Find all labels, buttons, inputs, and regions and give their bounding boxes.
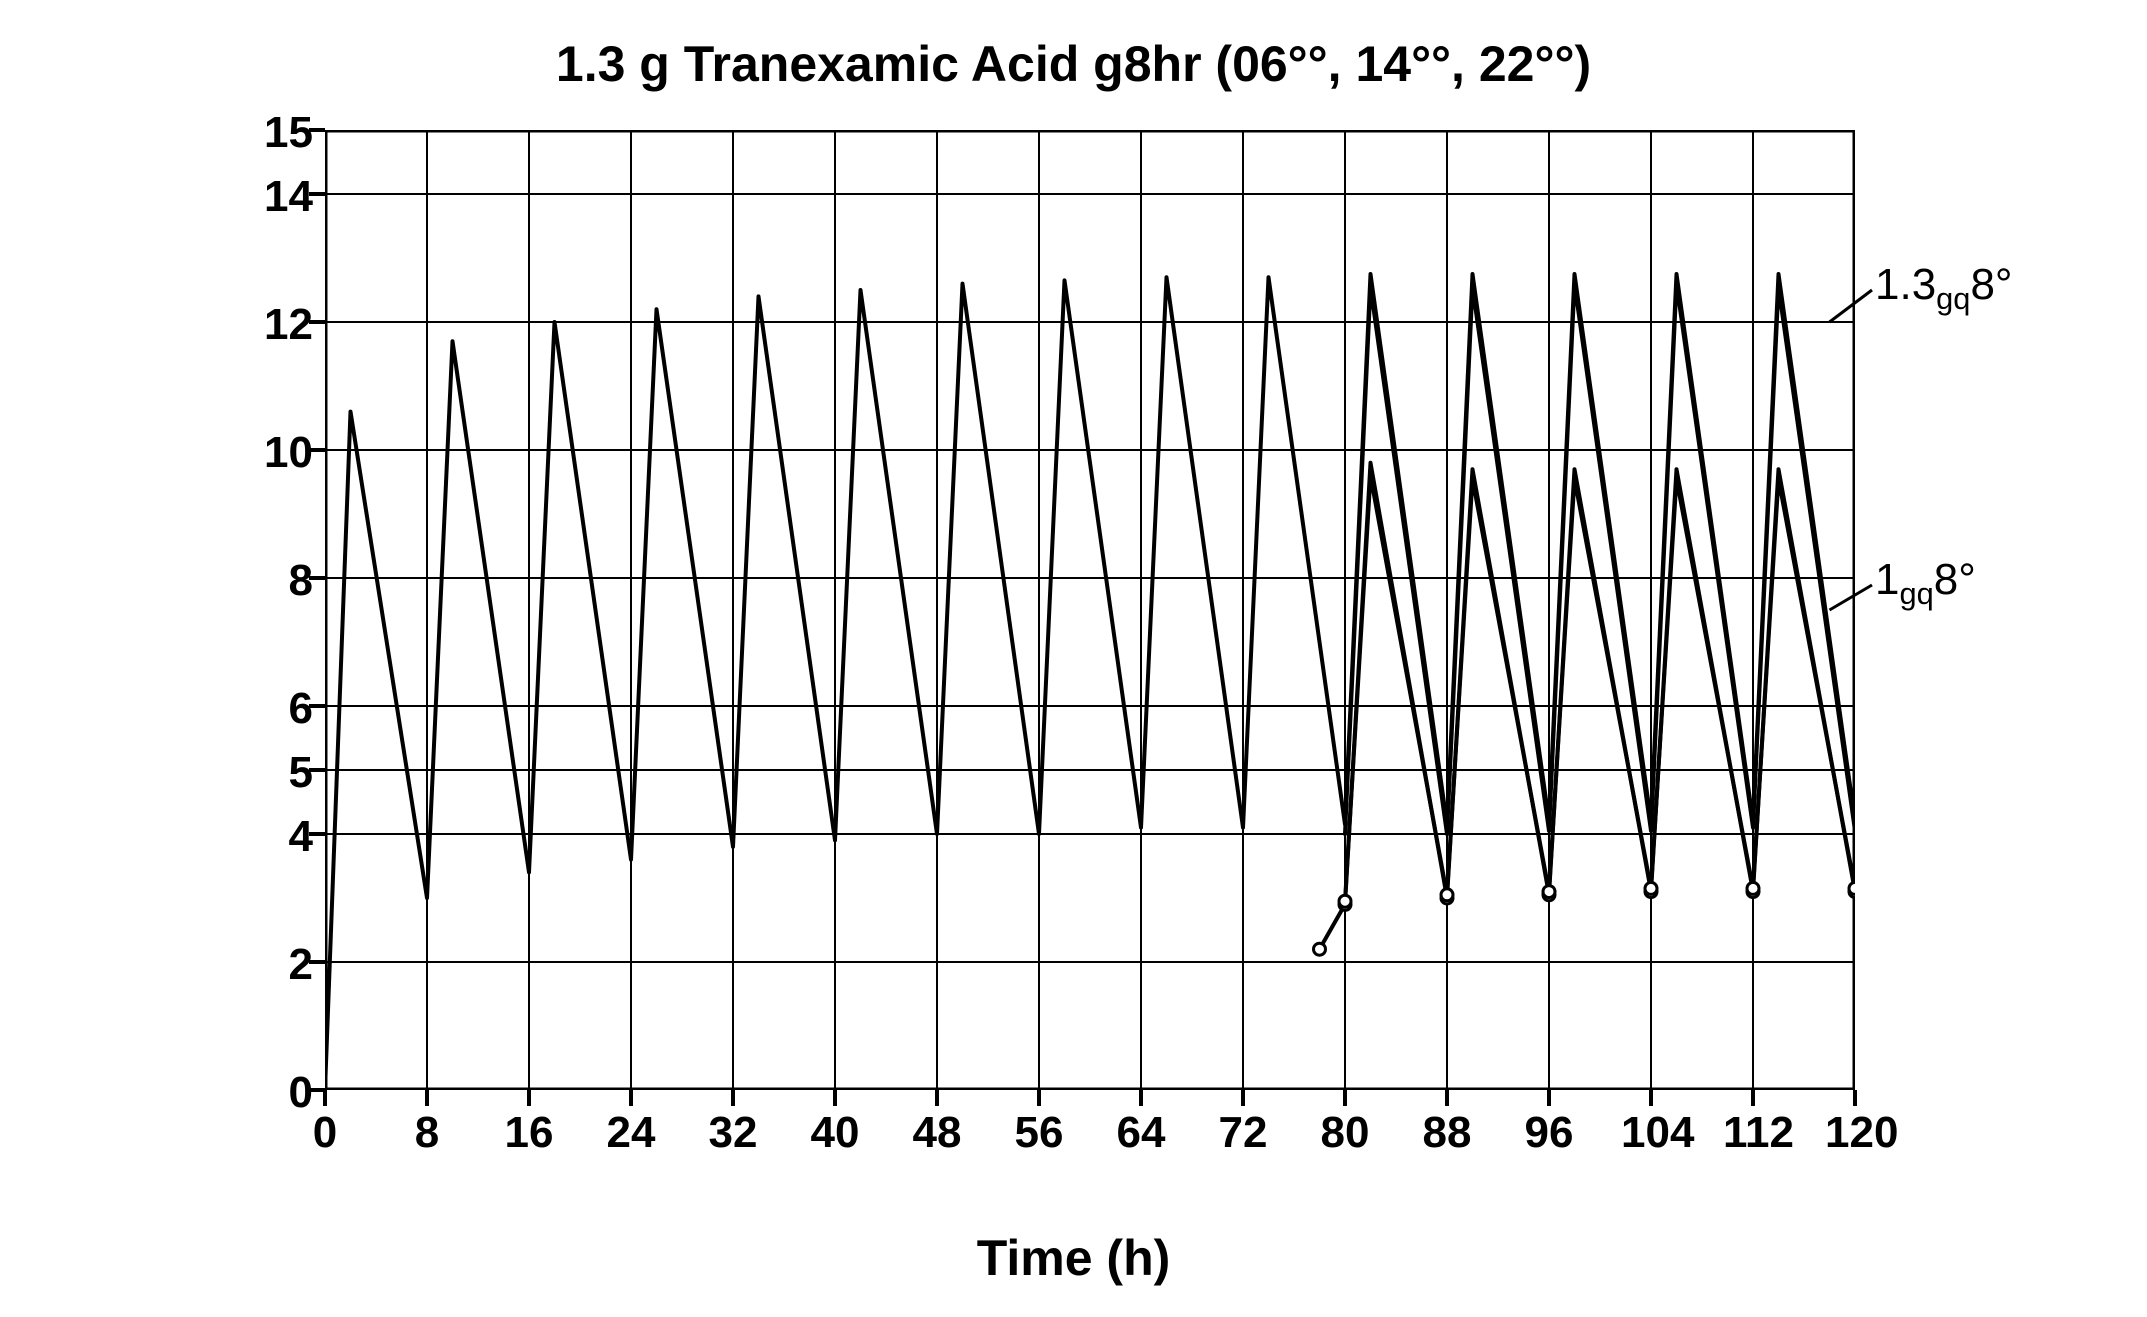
x-tick-label: 16 (499, 1108, 559, 1158)
chart-title: 1.3 g Tranexamic Acid g8hr (06°°, 14°°, … (0, 35, 2147, 93)
y-tick-label: 4 (289, 812, 313, 862)
y-tick-label: 12 (264, 300, 313, 350)
x-axis-label: Time (h) (0, 1229, 2147, 1287)
x-tick-label: 80 (1315, 1108, 1375, 1158)
x-tick-label: 72 (1213, 1108, 1273, 1158)
plot-area (325, 130, 1855, 1090)
y-tick-label: 15 (264, 108, 313, 158)
y-tick-label: 5 (289, 748, 313, 798)
x-tick-label: 104 (1621, 1108, 1681, 1158)
x-tick-label: 40 (805, 1108, 865, 1158)
x-tick-label: 112 (1723, 1108, 1783, 1158)
x-tick-label: 24 (601, 1108, 661, 1158)
x-tick-label: 48 (907, 1108, 967, 1158)
x-tick-label: 32 (703, 1108, 763, 1158)
series-label-1gq8: 1gq8° (1875, 555, 1976, 612)
y-tick-label: 8 (289, 556, 313, 606)
x-tick-label: 64 (1111, 1108, 1171, 1158)
y-tick-label: 6 (289, 684, 313, 734)
y-tick-label: 0 (289, 1068, 313, 1118)
y-tick-label: 10 (264, 428, 313, 478)
x-tick-label: 8 (397, 1108, 457, 1158)
x-tick-label: 88 (1417, 1108, 1477, 1158)
y-tick-label: 2 (289, 940, 313, 990)
x-tick-label: 120 (1825, 1108, 1885, 1158)
y-tick-label: 14 (264, 172, 313, 222)
x-tick-label: 56 (1009, 1108, 1069, 1158)
pk-chart: 1.3 g Tranexamic Acid g8hr (06°°, 14°°, … (0, 0, 2147, 1317)
x-tick-label: 96 (1519, 1108, 1579, 1158)
series-label-1.3gq8: 1.3gq8° (1875, 260, 2013, 317)
